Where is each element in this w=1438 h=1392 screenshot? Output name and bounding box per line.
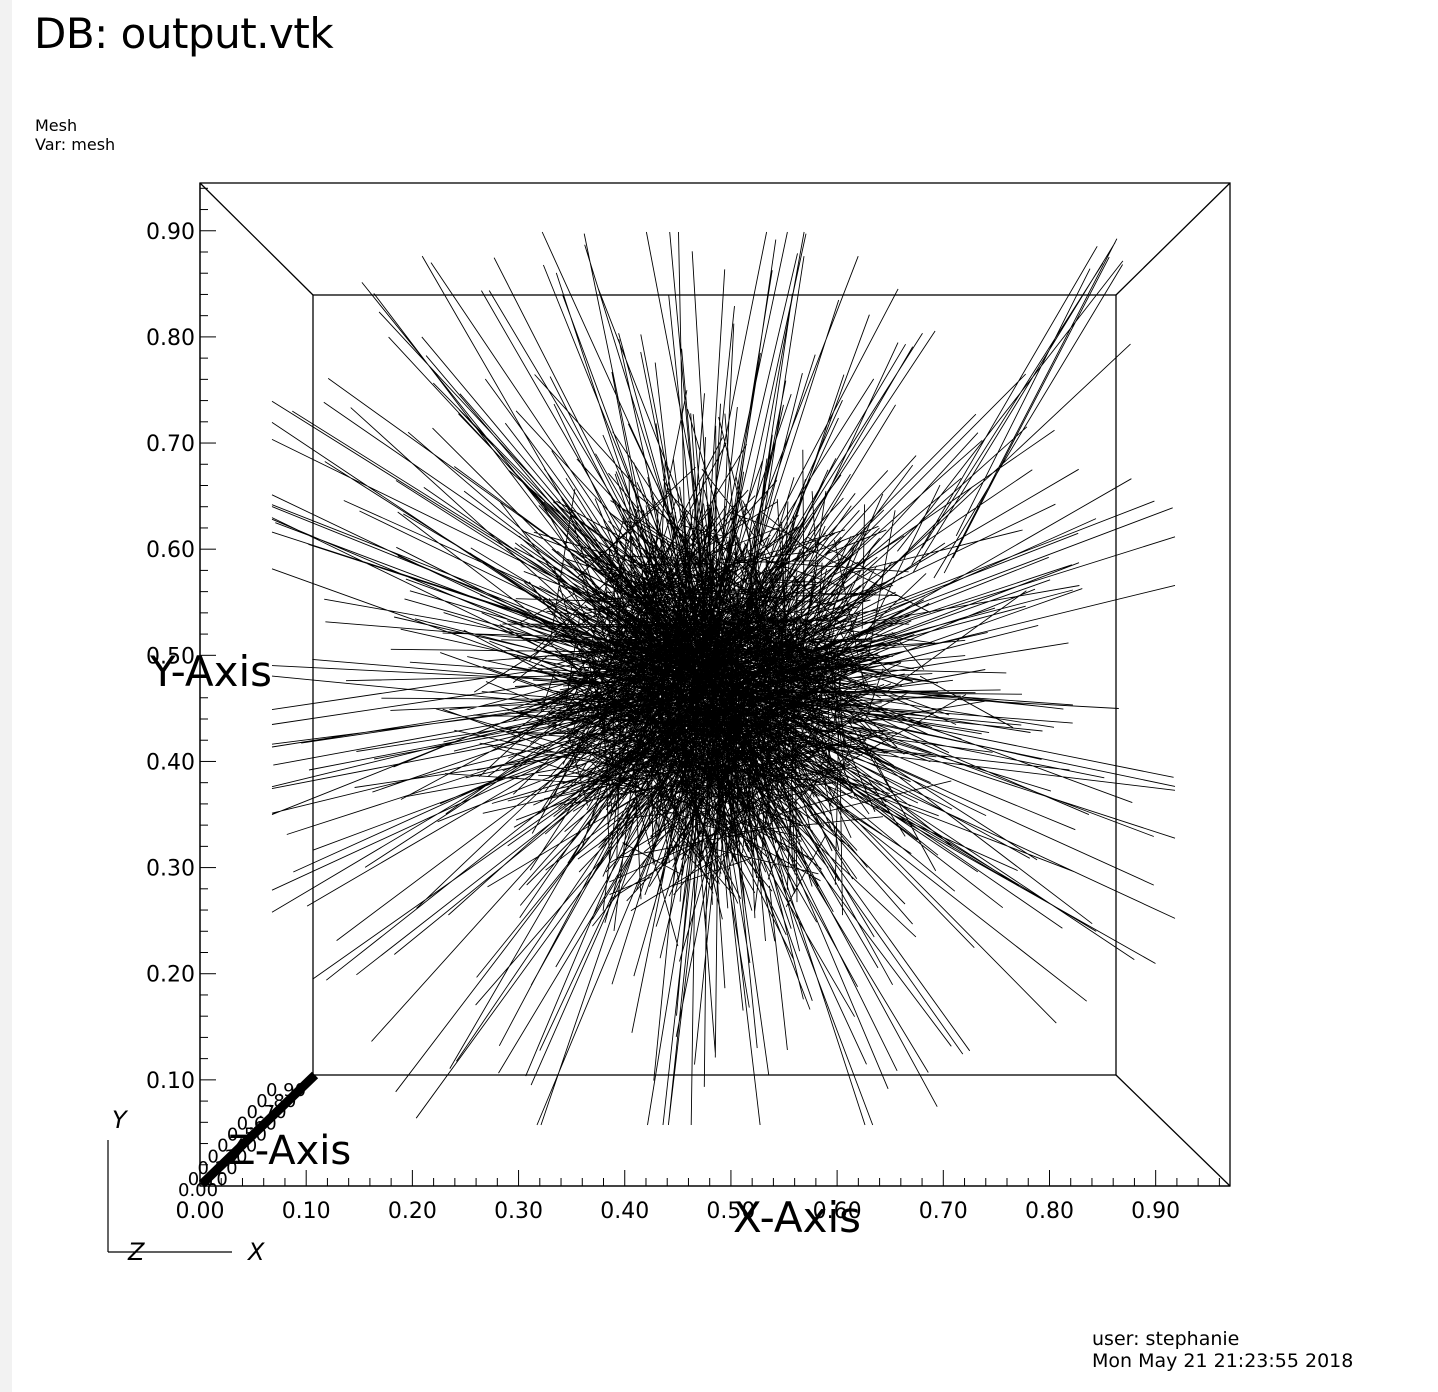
window-left-edge	[0, 0, 12, 1392]
z-axis: 0.000.100.200.300.400.500.600.700.800.90…	[178, 1071, 351, 1201]
database-title: DB: output.vtk	[34, 9, 334, 58]
mesh-segments	[271, 231, 1176, 1126]
x-tick-label: 0.30	[494, 1199, 543, 1224]
y-axis-title: Y-Axis	[149, 647, 272, 696]
y-tick-label: 0.70	[146, 432, 195, 457]
x-tick-label: 0.60	[813, 1199, 862, 1224]
bbox-back-face	[312, 294, 1117, 1076]
y-tick-label: 0.80	[146, 326, 195, 351]
bbox-edge-top-left	[199, 182, 314, 296]
x-tick-label: 0.80	[1025, 1199, 1074, 1224]
z-tick-label: 0.40	[217, 1136, 257, 1157]
plot-legend: Mesh Var: mesh	[35, 116, 115, 154]
z-axis-title: Z-Axis	[228, 1128, 351, 1174]
triad-y-label: Y	[112, 1106, 129, 1134]
timestamp-label: Mon May 21 21:23:55 2018	[1092, 1350, 1354, 1372]
x-tick-label: 0.90	[1131, 1199, 1180, 1224]
x-axis: 0.00 0.10 0.20 0.30 0.40 0.50 0.60 0.70 0.80 0.90…	[176, 1170, 1230, 1242]
x-tick-label: 0.10	[282, 1199, 331, 1224]
z-tick-label: 0.50	[227, 1124, 267, 1145]
z-tick-label: 0.20	[198, 1158, 238, 1179]
footer-info: user: stephanie Mon May 21 21:23:55 2018	[1092, 1328, 1353, 1372]
y-tick-label: 0.10	[146, 1069, 195, 1094]
x-tick-label: 0.40	[600, 1199, 649, 1224]
z-tick-label: 0.60	[237, 1113, 277, 1134]
z-axis-line	[198, 1071, 319, 1188]
user-label: user: stephanie	[1092, 1328, 1240, 1350]
bbox-edge-bottom-right	[1115, 1074, 1231, 1187]
z-tick-label: 0.30	[207, 1147, 247, 1168]
z-tick-label: 0.10	[188, 1169, 228, 1190]
mesh-lines	[271, 231, 1176, 1126]
y-tick-label: 0.50	[146, 644, 195, 669]
y-tick-label: 0.40	[146, 750, 195, 775]
x-axis-title: X-Axis	[733, 1193, 861, 1242]
y-tick-label: 0.20	[146, 963, 195, 988]
z-tick-label: 0.80	[256, 1091, 296, 1112]
plot-variable-label: Var: mesh	[35, 135, 116, 154]
plot-type-label: Mesh	[35, 116, 78, 135]
triad-z-label: Z	[127, 1238, 145, 1266]
y-tick-label: 0.30	[146, 857, 195, 882]
z-tick-label: 0.90	[266, 1080, 306, 1101]
bbox-edge-top-right	[1115, 182, 1231, 296]
x-tick-label: 0.50	[706, 1199, 755, 1224]
y-tick-label: 0.60	[146, 538, 195, 563]
axis-triad: X Y Z	[107, 1106, 265, 1266]
y-axis: 0.100.200.300.400.500.600.700.800.90Y-Ax…	[146, 183, 272, 1187]
y-tick-label: 0.90	[146, 220, 195, 245]
x-tick-label: 0.20	[388, 1199, 437, 1224]
z-tick-label: 0.70	[246, 1102, 286, 1123]
x-tick-label: 0.00	[176, 1199, 225, 1224]
triad-x-label: X	[246, 1238, 265, 1266]
z-tick-label: 0.00	[178, 1180, 218, 1201]
x-tick-label: 0.70	[919, 1199, 968, 1224]
